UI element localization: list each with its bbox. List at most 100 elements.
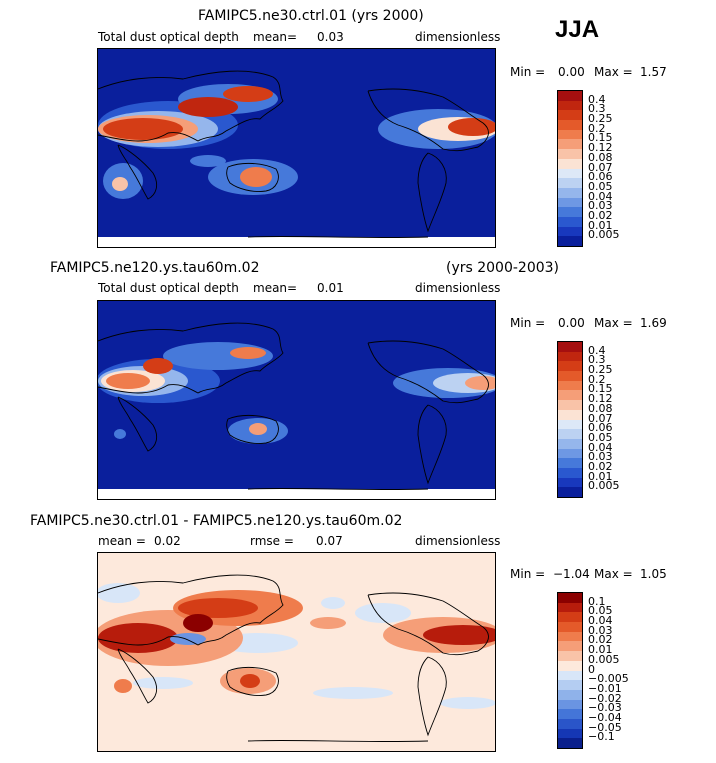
colorbar-swatch [558,361,582,372]
colorbar-swatch [558,120,582,130]
colorbar-swatch [558,718,582,729]
colorbar-tick-label: 0.05 [588,604,613,618]
colorbar-tick-label: 0.03 [588,623,613,637]
colorbar-swatch [558,593,582,603]
colorbar-swatch [558,438,582,449]
panel1-mean-value: 0.03 [317,30,344,44]
colorbar-tick-label: −0.02 [588,691,622,705]
colorbar-swatch [558,226,582,237]
panel2-mean-value: 0.01 [317,281,344,295]
colorbar-swatch [558,419,582,430]
colorbar-swatch [558,680,582,690]
panel3-mean-value: 0.02 [154,534,181,548]
colorbar-tick-label: 0.25 [588,112,613,126]
colorbar-swatch [558,178,582,188]
panel2-max-label: Max = [594,316,633,330]
panel1-max-value: 1.57 [640,65,667,79]
colorbar-swatch [558,458,582,468]
colorbar-swatch [558,207,582,217]
colorbar-swatch [558,622,582,632]
colorbar-tick-label: 0.005 [588,479,620,493]
panel2-max-value: 1.69 [640,316,667,330]
colorbar-swatch [558,129,582,140]
colorbar-tick-label: 0.04 [588,189,613,203]
panel2-title: FAMIPC5.ne120.ys.tau60m.02 [50,260,260,276]
colorbar-tick-label: 0.06 [588,170,613,184]
panel3-colorbar-labels: 0.1 0.05 0.04 0.03 0.02 0.01 0.005 0 −0.005 −0.01… [588,592,658,747]
colorbar-swatch [558,487,582,497]
colorbar-swatch [558,110,582,121]
colorbar-swatch [558,236,582,246]
panel3-min-value: −1.04 [553,567,590,581]
panel1-field [98,84,495,247]
panel3-rmse-value: 0.07 [316,534,343,548]
colorbar-tick-label: 0.1 [588,594,606,608]
colorbar-swatch [558,670,582,681]
colorbar-swatch [558,641,582,652]
colorbar-tick-label: 0.01 [588,218,613,232]
colorbar-swatch [558,660,582,671]
colorbar-tick-label: −0.1 [588,730,615,744]
colorbar-swatch [558,448,582,459]
panel3-title: FAMIPC5.ne30.ctrl.01 - FAMIPC5.ne120.ys.… [30,513,403,529]
panel2-years: (yrs 2000-2003) [446,260,560,276]
colorbar-swatch [558,371,582,381]
panel1-min-label: Min = [510,65,546,79]
colorbar-swatch [558,602,582,613]
colorbar-tick-label: 0.02 [588,459,613,473]
colorbar-tick-label: 0.02 [588,208,613,222]
panel3-colorbar [557,592,583,749]
colorbar-swatch [558,612,582,623]
panel1-min-value: 0.00 [558,65,585,79]
colorbar-tick-label: −0.01 [588,681,622,695]
panel3-coastlines [98,574,489,743]
colorbar-swatch [558,390,582,401]
panel2-coastlines [98,322,489,491]
panel1-max-label: Max = [594,65,633,79]
colorbar-tick-label: 0.25 [588,363,613,377]
panel1-coastlines [98,70,489,239]
colorbar-tick-label: −0.04 [588,710,622,724]
panel1-colorbar [557,90,583,247]
colorbar-swatch [558,467,582,478]
colorbar-tick-label: 0.08 [588,150,613,164]
panel1-title: FAMIPC5.ne30.ctrl.01 (yrs 2000) [198,8,424,24]
season-label: JJA [555,16,600,43]
colorbar-swatch [558,187,582,198]
colorbar-swatch [558,689,582,700]
colorbar-tick-label: 0.02 [588,633,613,647]
panel3-field [98,583,495,709]
panel1-variable: Total dust optical depth [98,30,239,44]
panel2-mean-label: mean= [253,281,298,295]
colorbar-tick-label: −0.05 [588,720,622,734]
colorbar-tick-label: 0.07 [588,411,613,425]
colorbar-tick-label: 0.03 [588,450,613,464]
colorbar-swatch [558,409,582,420]
colorbar-tick-label: 0.01 [588,643,613,657]
colorbar-swatch [558,149,582,159]
panel1-mean-label: mean= [253,30,298,44]
panel2-colorbar-labels: 0.4 0.3 0.25 0.2 0.15 0.12 0.08 0.07 0.06 0.05 0.0… [588,341,648,496]
colorbar-swatch [558,631,582,642]
colorbar-tick-label: 0.15 [588,131,613,145]
colorbar-swatch [558,351,582,362]
panel2-colorbar [557,341,583,498]
colorbar-swatch [558,380,582,391]
colorbar-swatch [558,168,582,179]
panel1-colorbar-labels: 0.4 0.3 0.25 0.2 0.15 0.12 0.08 0.07 0.06 0.05 0.0… [588,90,648,245]
panel3-rmse-label: rmse = [250,534,294,548]
colorbar-tick-label: −0.03 [588,701,622,715]
colorbar-tick-label: 0.005 [588,652,620,666]
colorbar-tick-label: 0.04 [588,614,613,628]
panel3-min-label: Min = [510,567,546,581]
colorbar-swatch [558,216,582,227]
colorbar-swatch [558,197,582,208]
colorbar-tick-label: 0.05 [588,430,613,444]
colorbar-tick-label: 0.3 [588,102,606,116]
panel1-units: dimensionless [415,30,501,44]
colorbar-swatch [558,400,582,410]
panel3-mean-label: mean = [98,534,146,548]
colorbar-tick-label: 0.15 [588,382,613,396]
panel2-units: dimensionless [415,281,501,295]
panel2-map [97,300,496,500]
